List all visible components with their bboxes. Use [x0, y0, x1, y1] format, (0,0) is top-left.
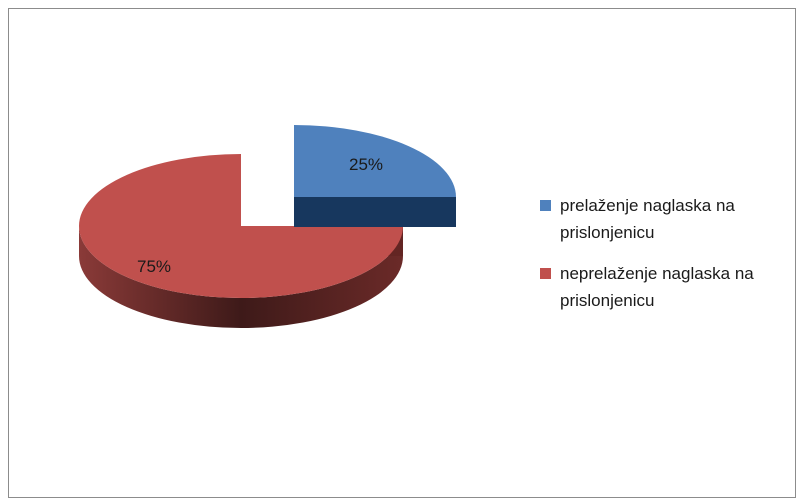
- pie-slice-side-1: [79, 226, 403, 328]
- legend-item-1: neprelaženje naglaska na prislonjenicu: [540, 260, 790, 314]
- pie-chart: 75% 25%: [79, 125, 456, 328]
- pie-slice-top-1: [79, 154, 403, 298]
- pie-slice-wall-0-1: [294, 197, 456, 227]
- legend-item-0: prelaženje naglaska na prislonjenicu: [540, 192, 790, 246]
- data-label-0: 25%: [349, 155, 383, 174]
- data-label-1: 75%: [137, 257, 171, 276]
- pie-slice-top-0: [294, 125, 456, 197]
- legend-swatch-0: [540, 200, 551, 211]
- legend-label-0: prelaženje naglaska na prislonjenicu: [560, 196, 735, 242]
- legend: prelaženje naglaska na prislonjenicu nep…: [540, 192, 790, 328]
- legend-swatch-1: [540, 268, 551, 279]
- legend-label-1: neprelaženje naglaska na prislonjenicu: [560, 264, 754, 310]
